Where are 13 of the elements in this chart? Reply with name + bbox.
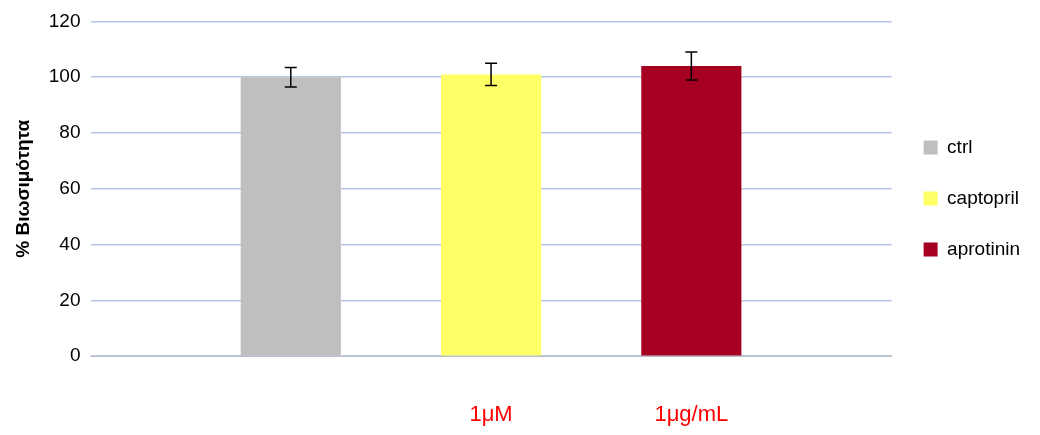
legend-label: ctrl (947, 135, 973, 157)
y-tick-label: 0 (69, 344, 81, 366)
y-tick-label: 60 (59, 177, 81, 199)
y-axis-title: % Βιωσιμότητα (11, 119, 33, 258)
legend-label: captopril (947, 186, 1019, 208)
y-tick-label: 20 (59, 288, 81, 310)
text: 1μg/mL (654, 401, 729, 427)
y-tick-label: 80 (59, 121, 81, 143)
legend-label: aprotinin (947, 237, 1021, 259)
y-tick-label: 40 (59, 232, 81, 254)
y-tick-label: 100 (48, 65, 81, 87)
y-tick-label: 120 (48, 9, 81, 31)
text: 1μM (469, 401, 513, 427)
